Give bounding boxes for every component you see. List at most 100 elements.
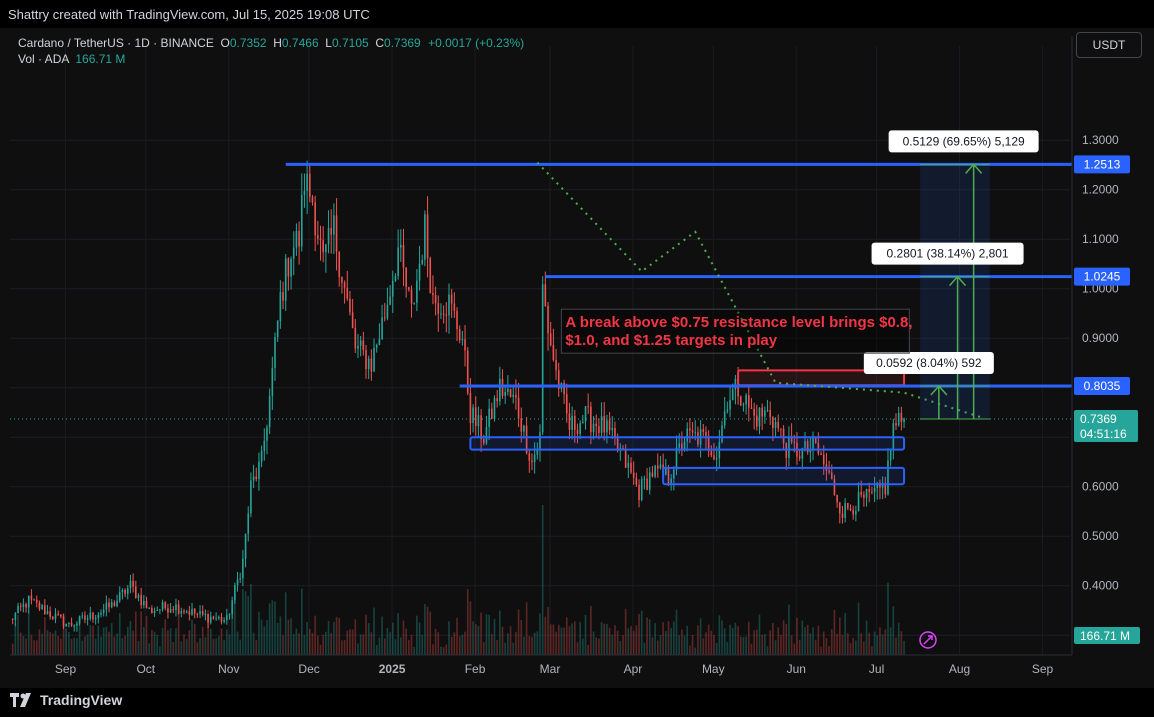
candle-body xyxy=(715,457,718,460)
candle-body xyxy=(421,259,424,264)
volume-bar xyxy=(571,623,573,655)
volume-bar xyxy=(809,633,812,655)
candle-body xyxy=(279,292,282,322)
candle-body xyxy=(756,415,758,427)
candle-body xyxy=(236,579,239,586)
candle-body xyxy=(57,613,59,615)
candle-body xyxy=(868,489,871,492)
change-value: +0.0017 (+0.23%) xyxy=(428,36,525,50)
x-tick-label: Oct xyxy=(136,662,155,676)
volume-bar xyxy=(456,617,458,655)
symbol-name[interactable]: Cardano / TetherUS · 1D · BINANCE xyxy=(18,36,214,50)
candle-body xyxy=(70,622,73,626)
volume-bar xyxy=(774,640,777,655)
x-tick-label: Apr xyxy=(624,662,643,676)
volume-bar xyxy=(643,642,646,655)
volume-bar xyxy=(300,588,303,655)
candle-body xyxy=(782,428,785,444)
volume-bar xyxy=(573,621,576,655)
candle-body xyxy=(362,340,365,351)
candle-body xyxy=(587,406,589,408)
volume-bar xyxy=(611,634,614,655)
candle-body xyxy=(113,602,116,607)
candle-body xyxy=(43,605,46,615)
candle-body xyxy=(480,415,482,440)
candle-body xyxy=(630,462,632,473)
volume-bar xyxy=(654,623,656,655)
volume-bar xyxy=(276,622,279,655)
volume-bar xyxy=(852,637,854,655)
candle-body xyxy=(54,613,57,619)
candle-body xyxy=(595,423,598,427)
candle-body xyxy=(389,296,391,305)
volume-bar xyxy=(517,609,520,655)
candle-body xyxy=(156,610,159,612)
candle-body xyxy=(673,469,675,479)
candle-body xyxy=(804,441,806,449)
volume-bar xyxy=(156,635,159,655)
volume-bar xyxy=(450,636,453,655)
volume-bar xyxy=(579,622,581,655)
volume-bar xyxy=(250,583,252,655)
volume-bar xyxy=(231,608,233,655)
volume-bar xyxy=(236,631,239,655)
volume-bar xyxy=(335,617,338,655)
currency-button[interactable]: USDT xyxy=(1076,32,1142,58)
volume-bar xyxy=(847,633,849,655)
volume-tag xyxy=(1074,627,1140,644)
volume-bar xyxy=(547,607,549,655)
volume-bar xyxy=(381,616,383,655)
volume-bar xyxy=(881,634,884,655)
volume-bar xyxy=(68,631,70,655)
candle-body xyxy=(442,313,445,315)
candles xyxy=(11,160,905,632)
x-tick-label: 2025 xyxy=(379,662,406,676)
candle-body xyxy=(777,421,780,429)
candle-body xyxy=(836,495,838,503)
volume-bar xyxy=(509,626,512,655)
volume-bar xyxy=(354,619,357,655)
candle-body xyxy=(871,491,873,493)
volume-bar xyxy=(600,622,603,655)
volume-bar xyxy=(118,613,121,655)
volume-bar xyxy=(895,637,897,655)
candle-body xyxy=(600,415,603,433)
replay-icon-arrow xyxy=(923,635,933,645)
candle-body xyxy=(298,231,300,247)
volume-bar xyxy=(308,628,311,655)
volume-bar xyxy=(89,625,92,655)
volume-bar xyxy=(903,640,905,655)
tradingview-logo[interactable]: TradingView xyxy=(10,692,122,708)
candle-body xyxy=(370,358,373,372)
candle-body xyxy=(169,609,172,613)
volume-bar xyxy=(694,647,697,655)
volume-bar xyxy=(458,636,461,655)
volume-bar xyxy=(718,615,721,655)
candle-body xyxy=(477,415,480,427)
candle-body xyxy=(697,432,699,445)
volume-bar xyxy=(346,630,349,655)
candle-body xyxy=(822,454,825,465)
candle-body xyxy=(284,258,287,301)
volume-bar xyxy=(488,614,490,655)
volume-label[interactable]: Vol · ADA xyxy=(18,52,69,66)
volume-bar xyxy=(445,644,448,655)
candle-body xyxy=(231,600,233,615)
replay-icon xyxy=(919,631,937,649)
candle-body xyxy=(341,277,343,283)
candle-body xyxy=(354,327,357,349)
volume-bar xyxy=(30,634,33,655)
level-price-tag xyxy=(1074,155,1130,174)
volume-bar xyxy=(177,614,180,655)
volume-bar xyxy=(282,635,284,655)
candle-body xyxy=(394,275,397,281)
volume-bar xyxy=(665,631,667,655)
candle-body xyxy=(207,614,209,623)
volume-bar xyxy=(129,620,132,655)
candle-body xyxy=(102,609,105,613)
volume-bar xyxy=(383,638,386,655)
volume-bar xyxy=(263,626,266,655)
volume-bar xyxy=(426,606,429,655)
volume-bar xyxy=(35,640,38,655)
